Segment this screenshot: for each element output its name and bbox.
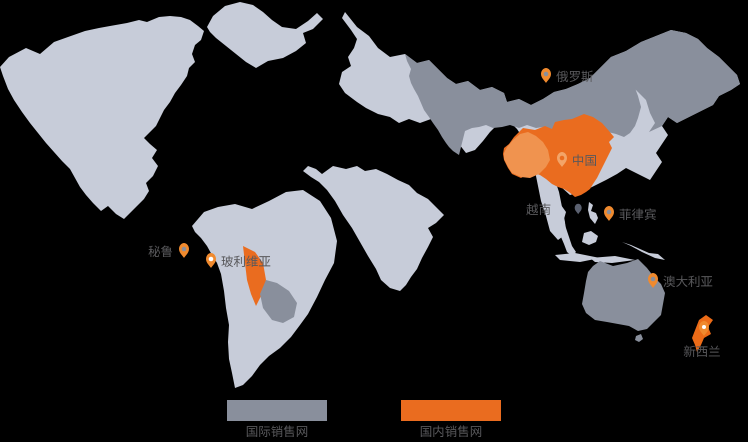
svg-text:澳大利亚: 澳大利亚	[663, 271, 713, 290]
svg-text:中国: 中国	[572, 150, 597, 169]
svg-text:国内销售网: 国内销售网	[420, 421, 483, 440]
svg-text:玻利维亚: 玻利维亚	[221, 251, 271, 270]
svg-text:新西兰: 新西兰	[683, 341, 721, 360]
svg-text:俄罗斯: 俄罗斯	[556, 66, 594, 85]
svg-text:秘鲁: 秘鲁	[148, 241, 173, 260]
svg-text:越南: 越南	[526, 199, 551, 218]
svg-text:菲律宾: 菲律宾	[619, 204, 657, 223]
svg-text:国际销售网: 国际销售网	[246, 421, 309, 440]
